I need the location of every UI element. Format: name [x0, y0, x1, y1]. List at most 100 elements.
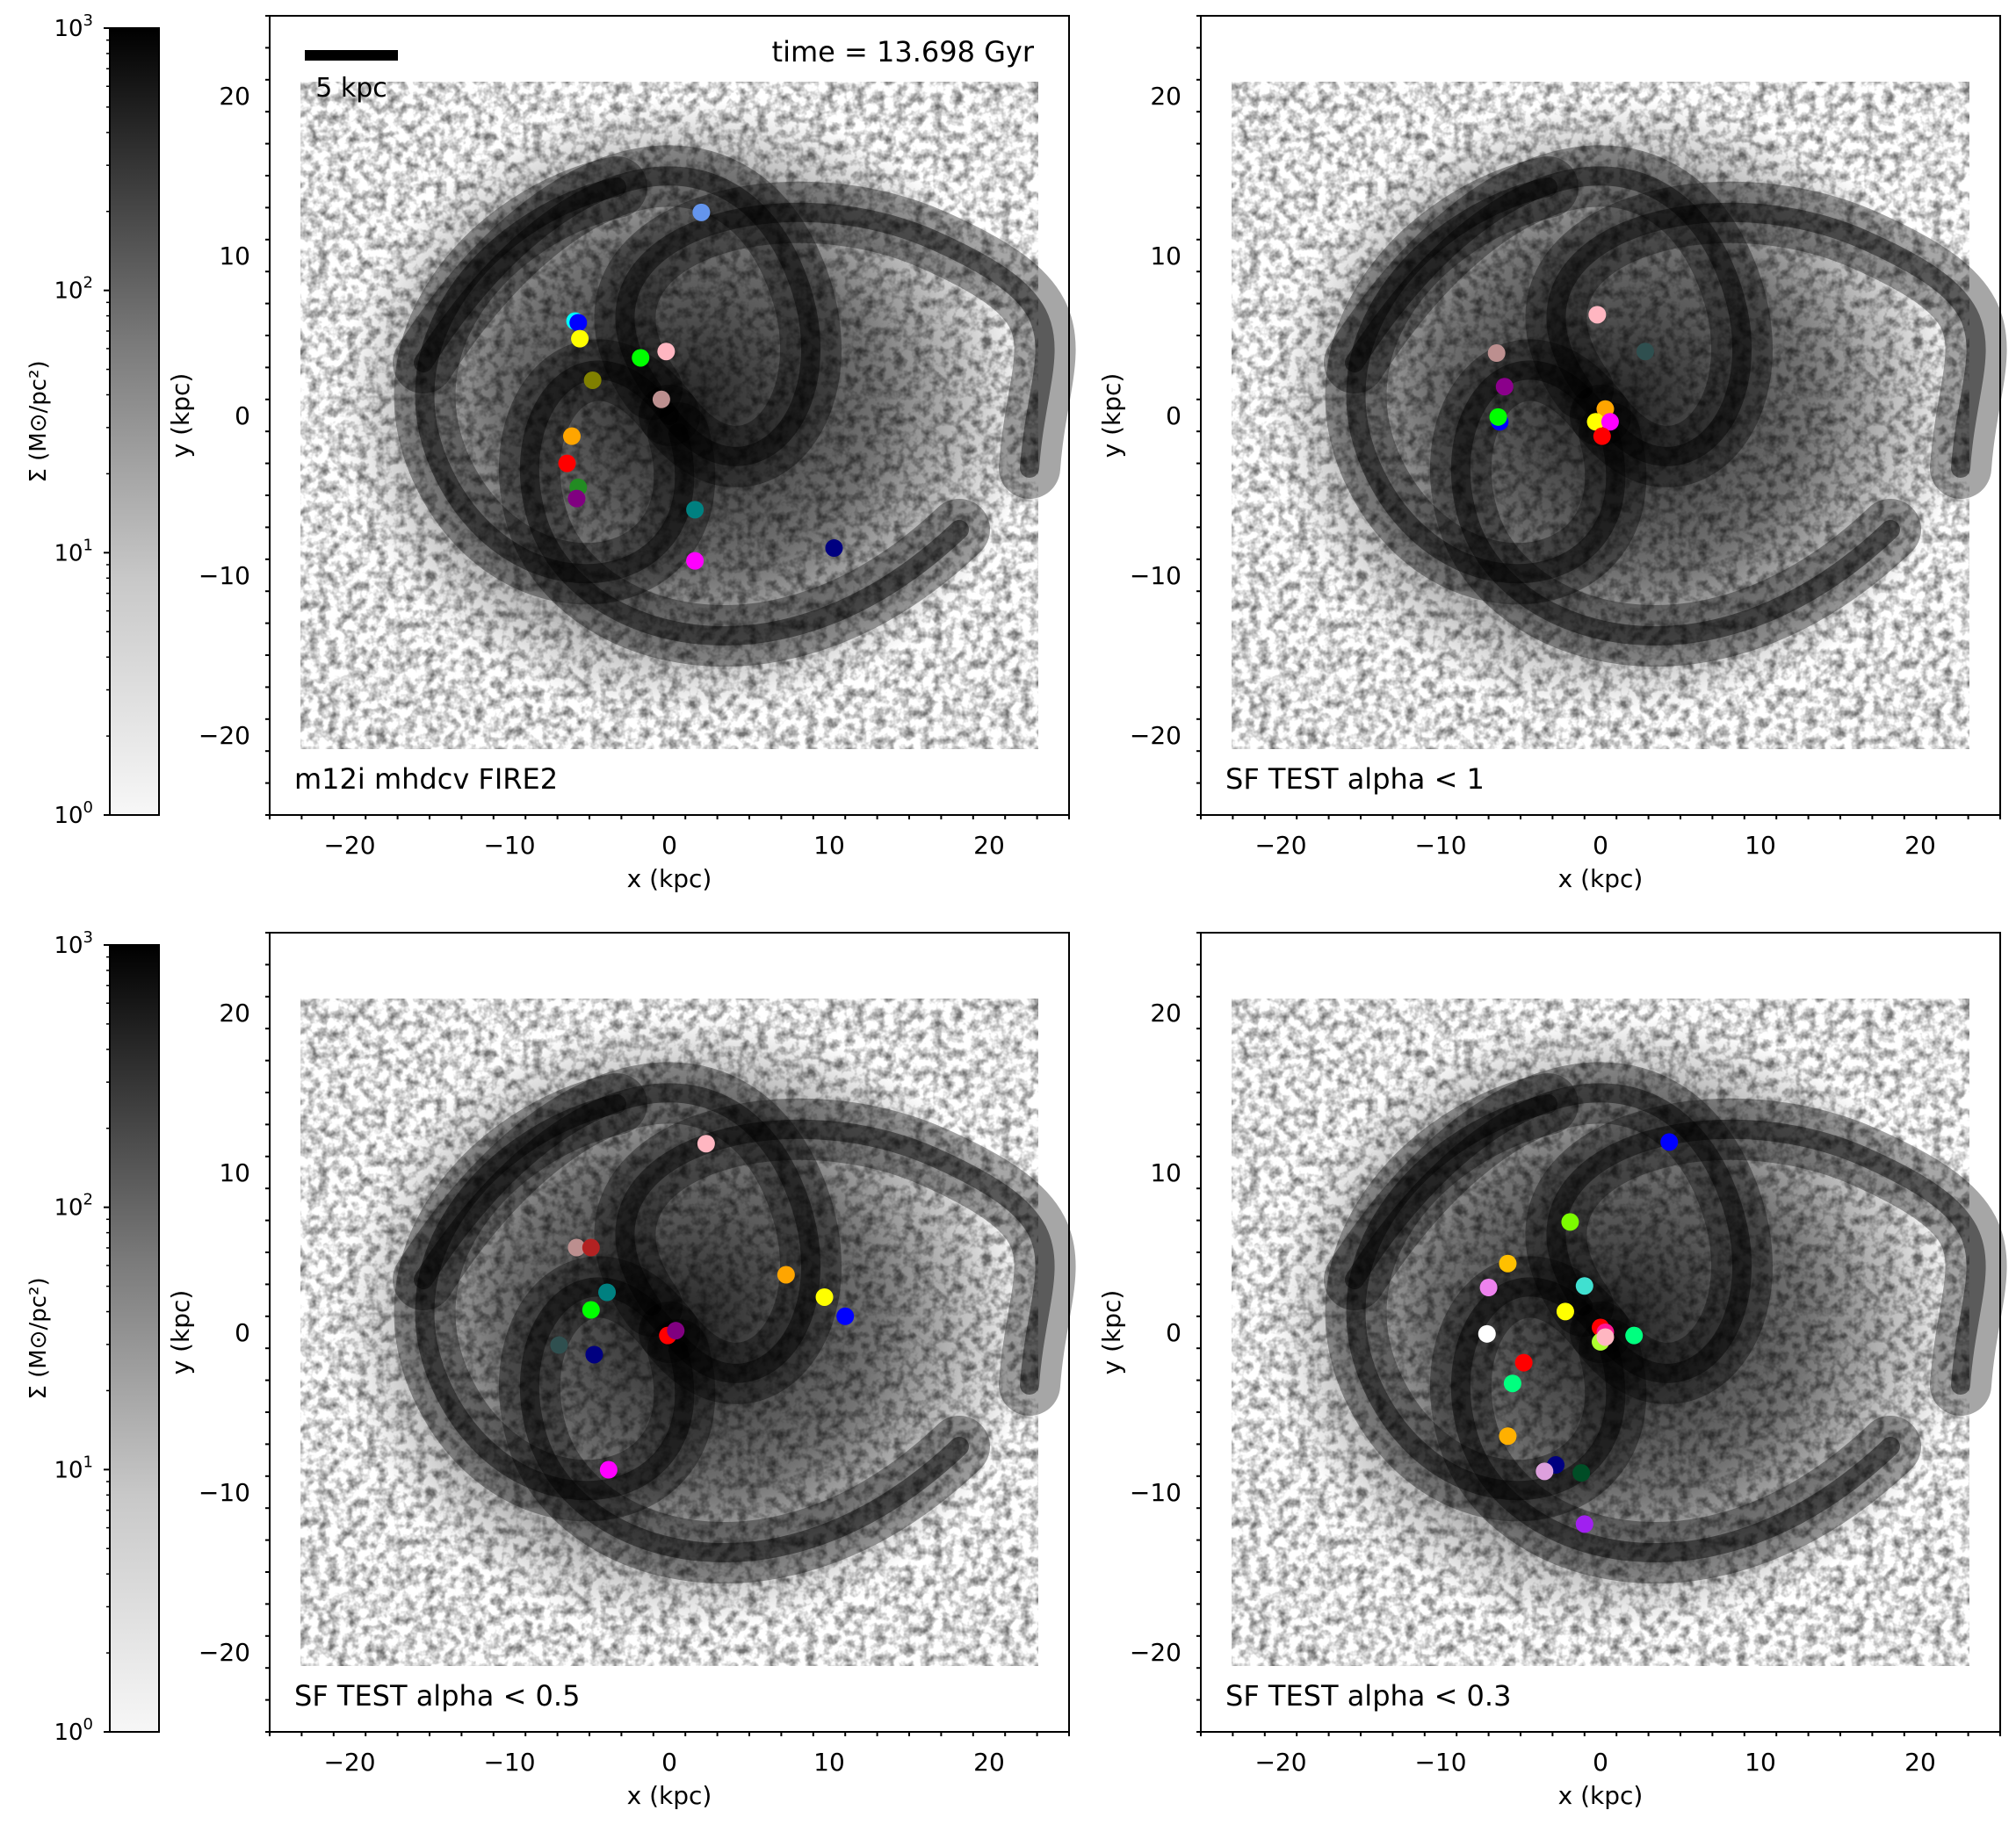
x-tick-label: 10: [813, 1748, 845, 1777]
data-point: [777, 1266, 795, 1284]
panel-2: −20 −10 0 10 20 20 10 0 −10 −20 x (kpc) y (kpc) SF T…: [1097, 15, 2007, 893]
data-point: [1593, 427, 1611, 445]
x-axis-label: x (kpc): [627, 1781, 712, 1810]
colorbar-gradient: [109, 944, 160, 1733]
data-point: [652, 390, 670, 408]
axis-ticks: [1196, 15, 2001, 819]
colorbar-ticks: 103 102 101 100: [54, 11, 110, 829]
data-point: [1588, 306, 1607, 324]
y-tick-label: −10: [199, 561, 250, 590]
gas-density-map: [1232, 82, 2007, 749]
axis-ticks: [1196, 932, 2001, 1736]
data-point: [657, 343, 676, 361]
data-point: [598, 1283, 617, 1302]
data-point: [836, 1307, 855, 1325]
time-label: time = 13.698 Gyr: [772, 35, 1035, 69]
x-axis-label: x (kpc): [1558, 864, 1644, 893]
y-tick-label: 0: [1166, 1318, 1181, 1347]
axis-ticks: [265, 932, 1070, 1736]
x-tick-label: 20: [1904, 1748, 1936, 1777]
data-point: [569, 314, 588, 332]
colorbar-tick-label: 103: [54, 11, 93, 42]
data-point: [1478, 1324, 1496, 1343]
data-point: [1479, 1279, 1498, 1297]
data-point: [562, 427, 581, 445]
data-point: [567, 1238, 586, 1257]
y-tick-label: −20: [199, 1638, 250, 1667]
data-point: [667, 1322, 685, 1340]
scatter-points: [1478, 1133, 1679, 1533]
data-point: [567, 489, 586, 508]
y-tick-label: 20: [219, 999, 250, 1028]
panel-3: −20 −10 0 10 20 20 10 0 −10 −20 x (kpc) y (kpc) SF T…: [166, 932, 1076, 1810]
colorbar-tick-label: 100: [54, 1715, 93, 1746]
panel-title: SF TEST alpha < 0.3: [1225, 1679, 1511, 1713]
x-tick-label: 0: [661, 1748, 677, 1777]
data-point: [1535, 1462, 1554, 1481]
data-point: [1503, 1374, 1521, 1393]
x-axis-label: x (kpc): [1558, 1781, 1644, 1810]
y-tick-label: 10: [1150, 1158, 1181, 1187]
data-point: [1499, 1427, 1517, 1446]
x-tick-label: −20: [323, 831, 375, 860]
y-axis-label: y (kpc): [166, 1290, 195, 1375]
y-tick-label: 10: [219, 1158, 250, 1187]
gas-density-map: [300, 82, 1076, 749]
y-tick-label: −10: [199, 1478, 250, 1507]
colorbar-top: 103 102 101 100 Σ (M⊙/pc²): [25, 11, 160, 829]
x-tick-label: 20: [973, 831, 1005, 860]
panel-4: −20 −10 0 10 20 20 10 0 −10 −20 x (kpc) y (kpc) SF T…: [1097, 932, 2007, 1810]
plot-frame: [269, 932, 1070, 1733]
data-point: [583, 371, 602, 389]
y-tick-label: −20: [1130, 721, 1181, 750]
data-point: [1596, 1328, 1615, 1346]
panel-1: −20 −10 0 10 20 20 10 0 −10 −20 x (kpc) y (kpc) m12i…: [166, 15, 1076, 893]
data-point: [571, 329, 589, 348]
data-point: [1499, 1254, 1517, 1273]
data-point: [1561, 1213, 1579, 1231]
scatter-points: [550, 1135, 855, 1479]
x-tick-label: −20: [1254, 1748, 1306, 1777]
colorbar-tick-label: 101: [54, 536, 93, 566]
x-tick-label: −10: [1414, 831, 1466, 860]
data-point: [599, 1461, 618, 1479]
data-point: [1575, 1515, 1593, 1533]
x-tick-label: 0: [1593, 831, 1608, 860]
y-tick-label: −10: [1130, 1478, 1181, 1507]
plot-frame: [1200, 932, 2001, 1733]
colorbar-tick-label: 101: [54, 1453, 93, 1483]
y-tick-label: 0: [1166, 401, 1181, 430]
colorbar-tick-label: 102: [54, 274, 93, 305]
scatter-points: [1487, 306, 1654, 445]
colorbar-ticks: 103 102 101 100: [54, 928, 110, 1746]
x-tick-label: −20: [1254, 831, 1306, 860]
data-point: [1489, 408, 1507, 426]
data-point: [582, 1238, 600, 1257]
data-point: [825, 539, 843, 558]
x-tick-label: 10: [1745, 831, 1776, 860]
data-point: [686, 501, 705, 519]
panels: −20 −10 0 10 20 20 10 0 −10 −20 x (kpc) y (kpc) m12i…: [166, 15, 2007, 1810]
data-point: [1575, 1277, 1593, 1295]
y-tick-label: 10: [219, 242, 250, 270]
data-point: [815, 1287, 834, 1306]
x-axis-label: x (kpc): [627, 864, 712, 893]
data-point: [1586, 413, 1605, 431]
panel-title: SF TEST alpha < 1: [1225, 762, 1485, 796]
data-point: [1487, 344, 1506, 363]
colorbar-tick-label: 102: [54, 1191, 93, 1222]
y-axis-label: y (kpc): [1097, 1290, 1126, 1375]
scale-bar-label: 5 kpc: [315, 73, 387, 104]
colorbar-bottom: 103 102 101 100 Σ (M⊙/pc²): [25, 928, 160, 1746]
y-tick-label: 20: [1150, 999, 1181, 1028]
y-tick-label: 0: [235, 401, 250, 430]
data-point: [1601, 413, 1619, 431]
data-point: [1625, 1326, 1644, 1345]
plot-frame: [269, 15, 1070, 816]
y-axis-label: y (kpc): [1097, 373, 1126, 458]
x-tick-label: 20: [973, 1748, 1005, 1777]
axis-ticks: [265, 15, 1070, 819]
x-tick-label: −10: [483, 1748, 535, 1777]
plot-frame: [1200, 15, 2001, 816]
data-point: [550, 1336, 568, 1354]
